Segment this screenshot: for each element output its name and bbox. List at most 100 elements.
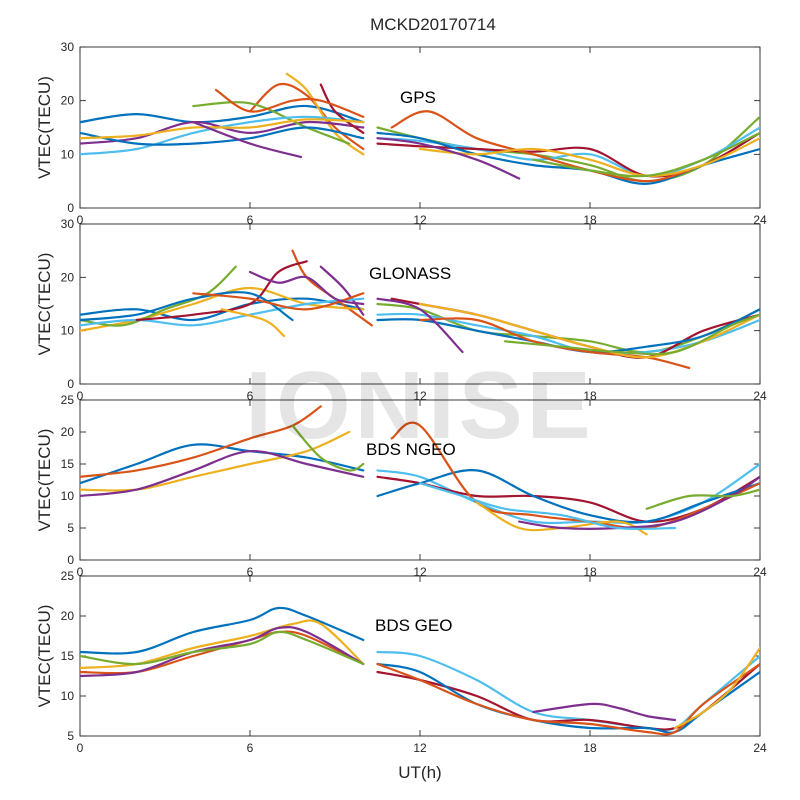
x-tick-label: 6 [247,565,254,579]
panel-4: 0 6 12 18 24 5 10 15 20 25 VTEC(TECU) BDS GEO [35,569,767,755]
series-line [390,110,691,183]
series-line [80,265,237,327]
x-tick-label: 6 [247,213,254,227]
y-tick-label: 0 [67,377,74,391]
series-line [285,72,365,156]
series-line [192,121,303,159]
series-group [80,249,760,370]
y-axis-label: VTEC(TECU) [35,605,54,708]
x-tick-label: 0 [77,213,84,227]
x-tick-label: 6 [247,389,254,403]
series-group [80,606,760,736]
y-tick-label: 10 [61,689,75,703]
series-line [518,475,760,530]
x-tick-label: 6 [247,741,254,755]
panel-3: 0 6 12 18 24 0 5 10 15 20 25 VTEC(TECU) BDS NGEO [35,393,767,579]
panel-annotation: GLONASS [369,264,451,283]
y-tick-label: 25 [61,569,75,583]
y-tick-label: 5 [67,521,74,535]
watermark: IONISE [245,352,594,459]
series-line [248,270,365,306]
y-tick-label: 25 [61,393,75,407]
y-tick-label: 0 [67,201,74,215]
series-line [220,308,286,338]
y-tick-label: 30 [61,40,75,54]
series-line [80,443,365,485]
series-line [192,101,351,145]
y-tick-label: 20 [61,94,75,108]
series-line [80,126,365,146]
y-axis-label: VTEC(TECU) [35,429,54,532]
x-tick-label: 12 [413,213,427,227]
x-axis-label: UT(h) [398,763,441,782]
series-line [80,405,322,478]
panel-annotation: GPS [400,88,436,107]
figure-title: MCKD20170714 [370,15,496,34]
x-tick-label: 24 [753,741,767,755]
series-line [80,450,365,498]
series-line [532,131,760,178]
series-line [80,118,365,140]
series-line [80,291,294,322]
x-tick-label: 12 [413,741,427,755]
y-axis-label: VTEC(TECU) [35,253,54,356]
series-line [645,488,760,510]
series-line [135,260,308,322]
series-line [192,292,365,311]
x-tick-label: 18 [583,213,597,227]
series-group [80,72,760,185]
panel-1: 0 6 12 18 24 0 10 20 30 VTEC(TECU) GPS [35,40,767,227]
series-line [80,626,365,678]
panel-annotation: BDS NGEO [366,440,456,459]
x-tick-label: 18 [583,389,597,403]
y-tick-label: 20 [61,425,75,439]
y-tick-label: 20 [61,270,75,284]
series-line [80,630,365,666]
y-tick-label: 10 [61,147,75,161]
series-line [418,482,677,531]
series-line [376,297,464,354]
series-line [248,82,365,151]
series-line [291,424,365,472]
y-tick-label: 20 [61,609,75,623]
y-tick-label: 15 [61,457,75,471]
x-tick-label: 0 [77,741,84,755]
panel-2: 0 6 12 18 24 0 10 20 30 VTEC(TECU) GLONASS [35,217,767,403]
x-tick-label: 12 [413,389,427,403]
series-line [376,137,521,180]
x-tick-label: 18 [583,741,597,755]
x-tick-label: 18 [583,565,597,579]
series-line [390,421,760,530]
series-line [532,702,677,722]
y-axis-label: VTEC(TECU) [35,76,54,179]
y-tick-label: 30 [61,217,75,231]
series-line [319,83,365,134]
y-tick-label: 10 [61,324,75,338]
series-line [80,297,365,322]
x-tick-label: 0 [77,565,84,579]
series-line [80,104,365,124]
series-line [418,137,760,177]
series-line [673,646,760,730]
y-tick-label: 10 [61,489,75,503]
axes-box [79,46,761,209]
x-tick-label: 24 [753,213,767,227]
x-tick-label: 24 [753,389,767,403]
x-tick-label: 24 [753,565,767,579]
y-tick-label: 15 [61,649,75,663]
series-line [80,606,365,655]
x-tick-label: 0 [77,389,84,403]
panel-annotation: BDS GEO [375,616,452,635]
y-tick-label: 5 [67,729,74,743]
series-line [319,265,365,316]
series-line [503,313,760,356]
series-line [214,88,365,118]
y-tick-label: 0 [67,553,74,567]
series-group [80,405,760,536]
series-line [376,662,760,736]
x-tick-label: 12 [413,565,427,579]
series-line [376,469,760,524]
panels: 0 6 12 18 24 0 10 20 30 VTEC(TECU) GPS 0 6 12 18 24 0 10 2… [35,40,767,755]
series-line [80,297,365,327]
